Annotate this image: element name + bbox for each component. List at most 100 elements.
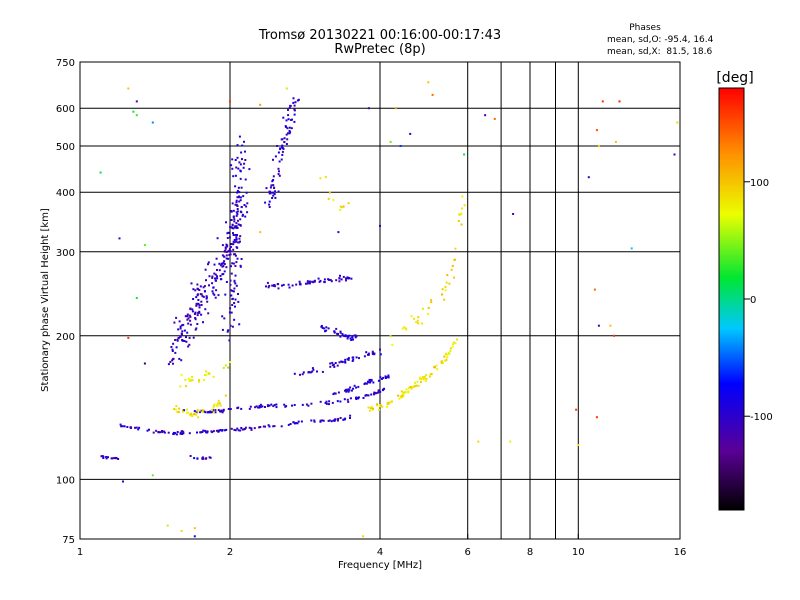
echo-point	[194, 328, 197, 331]
echo-point	[358, 357, 360, 360]
echo-point	[189, 315, 192, 318]
echo-point	[287, 423, 290, 426]
y-tick-label: 300	[56, 248, 75, 259]
echo-point	[313, 279, 316, 282]
echo-point	[327, 327, 330, 330]
echo-point	[403, 326, 406, 329]
echo-point	[340, 360, 343, 363]
echo-point	[244, 150, 246, 153]
echo-point	[575, 408, 578, 411]
echo-point	[235, 261, 238, 264]
echo-point	[232, 175, 235, 178]
echo-point	[273, 404, 276, 407]
echo-point	[234, 234, 237, 236]
echo-point	[200, 313, 203, 316]
echo-point	[219, 278, 222, 281]
echo-point	[346, 337, 349, 340]
echo-point	[272, 175, 275, 178]
echo-point	[233, 318, 236, 321]
echo-point	[195, 296, 198, 299]
y-tick-label: 500	[56, 142, 75, 153]
echo-point	[370, 393, 373, 396]
echo-point	[238, 237, 241, 240]
echo-point	[262, 425, 265, 428]
echo-point	[287, 118, 290, 121]
echo-point	[186, 318, 189, 321]
echo-point	[234, 282, 237, 285]
echo-point	[293, 104, 296, 107]
echo-point	[245, 191, 248, 194]
echo-point	[224, 293, 227, 296]
echo-point	[193, 527, 196, 530]
y-tick-label: 600	[56, 104, 75, 115]
echo-point	[258, 426, 261, 429]
echo-point	[369, 381, 372, 384]
echo-point	[450, 268, 453, 271]
echo-point	[179, 432, 182, 435]
echo-point	[233, 253, 235, 256]
echo-point	[401, 327, 404, 330]
echo-point	[228, 311, 231, 314]
echo-point	[201, 410, 204, 413]
echo-point	[339, 205, 342, 208]
echo-point	[441, 360, 444, 363]
x-tick-label: 2	[227, 547, 233, 558]
echo-point	[211, 290, 214, 293]
echo-point	[201, 409, 204, 412]
x-tick-label: 4	[377, 547, 383, 558]
echo-point	[292, 421, 295, 424]
echo-point	[175, 316, 178, 319]
echo-point	[148, 428, 150, 431]
echo-point	[337, 418, 340, 420]
echo-point	[348, 389, 351, 392]
echo-point	[191, 310, 194, 313]
echo-point	[597, 145, 600, 147]
echo-point	[367, 353, 369, 356]
echo-point	[194, 311, 197, 314]
echo-point	[173, 408, 176, 411]
echo-point	[370, 405, 373, 408]
echo-point	[288, 286, 291, 289]
echo-point	[234, 274, 237, 277]
echo-point	[345, 334, 348, 337]
echo-point	[324, 402, 327, 404]
echo-point	[235, 166, 238, 169]
echo-point	[371, 350, 374, 353]
echo-point	[239, 177, 242, 180]
echo-point	[194, 289, 197, 292]
echo-point	[285, 119, 288, 122]
echo-point	[221, 429, 224, 432]
echo-point	[209, 410, 212, 413]
echo-point	[237, 223, 240, 226]
echo-point	[265, 187, 268, 190]
echo-point	[340, 278, 343, 281]
echo-point	[99, 171, 102, 174]
echo-point	[241, 158, 243, 161]
echo-point	[232, 209, 235, 212]
chart-subtitle: RwPretec (8p)	[334, 42, 425, 57]
echo-point	[379, 353, 382, 356]
echo-point	[230, 272, 233, 275]
echo-point	[673, 153, 676, 156]
echo-point	[325, 400, 328, 403]
echo-point	[350, 339, 353, 341]
echo-point	[351, 335, 354, 338]
echo-point	[410, 315, 413, 318]
echo-point	[238, 191, 241, 194]
echo-point	[107, 456, 109, 459]
echo-point	[229, 246, 232, 248]
echo-point	[244, 215, 247, 218]
echo-point	[190, 379, 193, 382]
echo-point	[331, 401, 334, 404]
echo-point	[204, 429, 207, 432]
echo-point	[221, 244, 224, 247]
echo-point	[357, 397, 360, 400]
echo-point	[386, 376, 388, 379]
echo-point	[306, 282, 309, 285]
echo-point	[161, 430, 163, 432]
echo-point	[227, 366, 230, 369]
echo-point	[228, 339, 231, 342]
echo-point	[512, 213, 515, 215]
echo-point	[226, 232, 229, 235]
echo-point	[250, 427, 253, 430]
